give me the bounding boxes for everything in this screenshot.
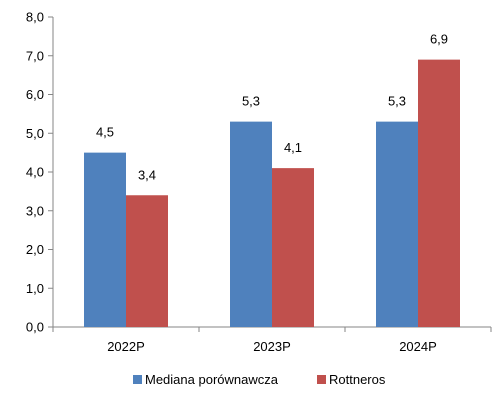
x-tick-label: 2022P: [107, 339, 145, 354]
data-label: 5,3: [242, 94, 260, 109]
y-tick-label: 1,0: [26, 281, 44, 296]
data-label: 3,4: [138, 167, 156, 182]
data-label: 5,3: [388, 94, 406, 109]
y-tick-label: 6,0: [26, 87, 44, 102]
y-tick-label: 0,0: [26, 320, 44, 335]
legend-swatch: [133, 375, 142, 384]
data-label: 4,1: [284, 140, 302, 155]
y-tick-label: 7,0: [26, 48, 44, 63]
data-label: 6,9: [430, 32, 448, 47]
x-axis-ticks: 2022P 2023P 2024P: [53, 327, 491, 354]
y-tick-label: 8,0: [26, 10, 44, 25]
x-tick-label: 2024P: [399, 339, 437, 354]
bar-rottneros-2022P: [126, 195, 168, 327]
y-tick-label: 3,0: [26, 203, 44, 218]
bar-rottneros-2024P: [418, 60, 460, 327]
bar-mediana-2023P: [230, 122, 272, 327]
data-label: 4,5: [96, 125, 114, 140]
legend-label: Mediana porównawcza: [145, 372, 279, 387]
y-tick-label: 2,0: [26, 242, 44, 257]
legend: Mediana porównawcza Rottneros: [133, 372, 386, 387]
bar-mediana-2024P: [376, 122, 418, 327]
x-tick-label: 2023P: [253, 339, 291, 354]
y-tick-label: 5,0: [26, 126, 44, 141]
y-tick-label: 4,0: [26, 165, 44, 180]
bar-mediana-2022P: [84, 153, 126, 327]
bar-rottneros-2023P: [272, 168, 314, 327]
legend-label: Rottneros: [329, 372, 386, 387]
legend-swatch: [317, 375, 326, 384]
y-axis-ticks: 0,0 1,0 2,0 3,0 4,0 5,0 6,0 7,0 8,0: [26, 10, 53, 335]
